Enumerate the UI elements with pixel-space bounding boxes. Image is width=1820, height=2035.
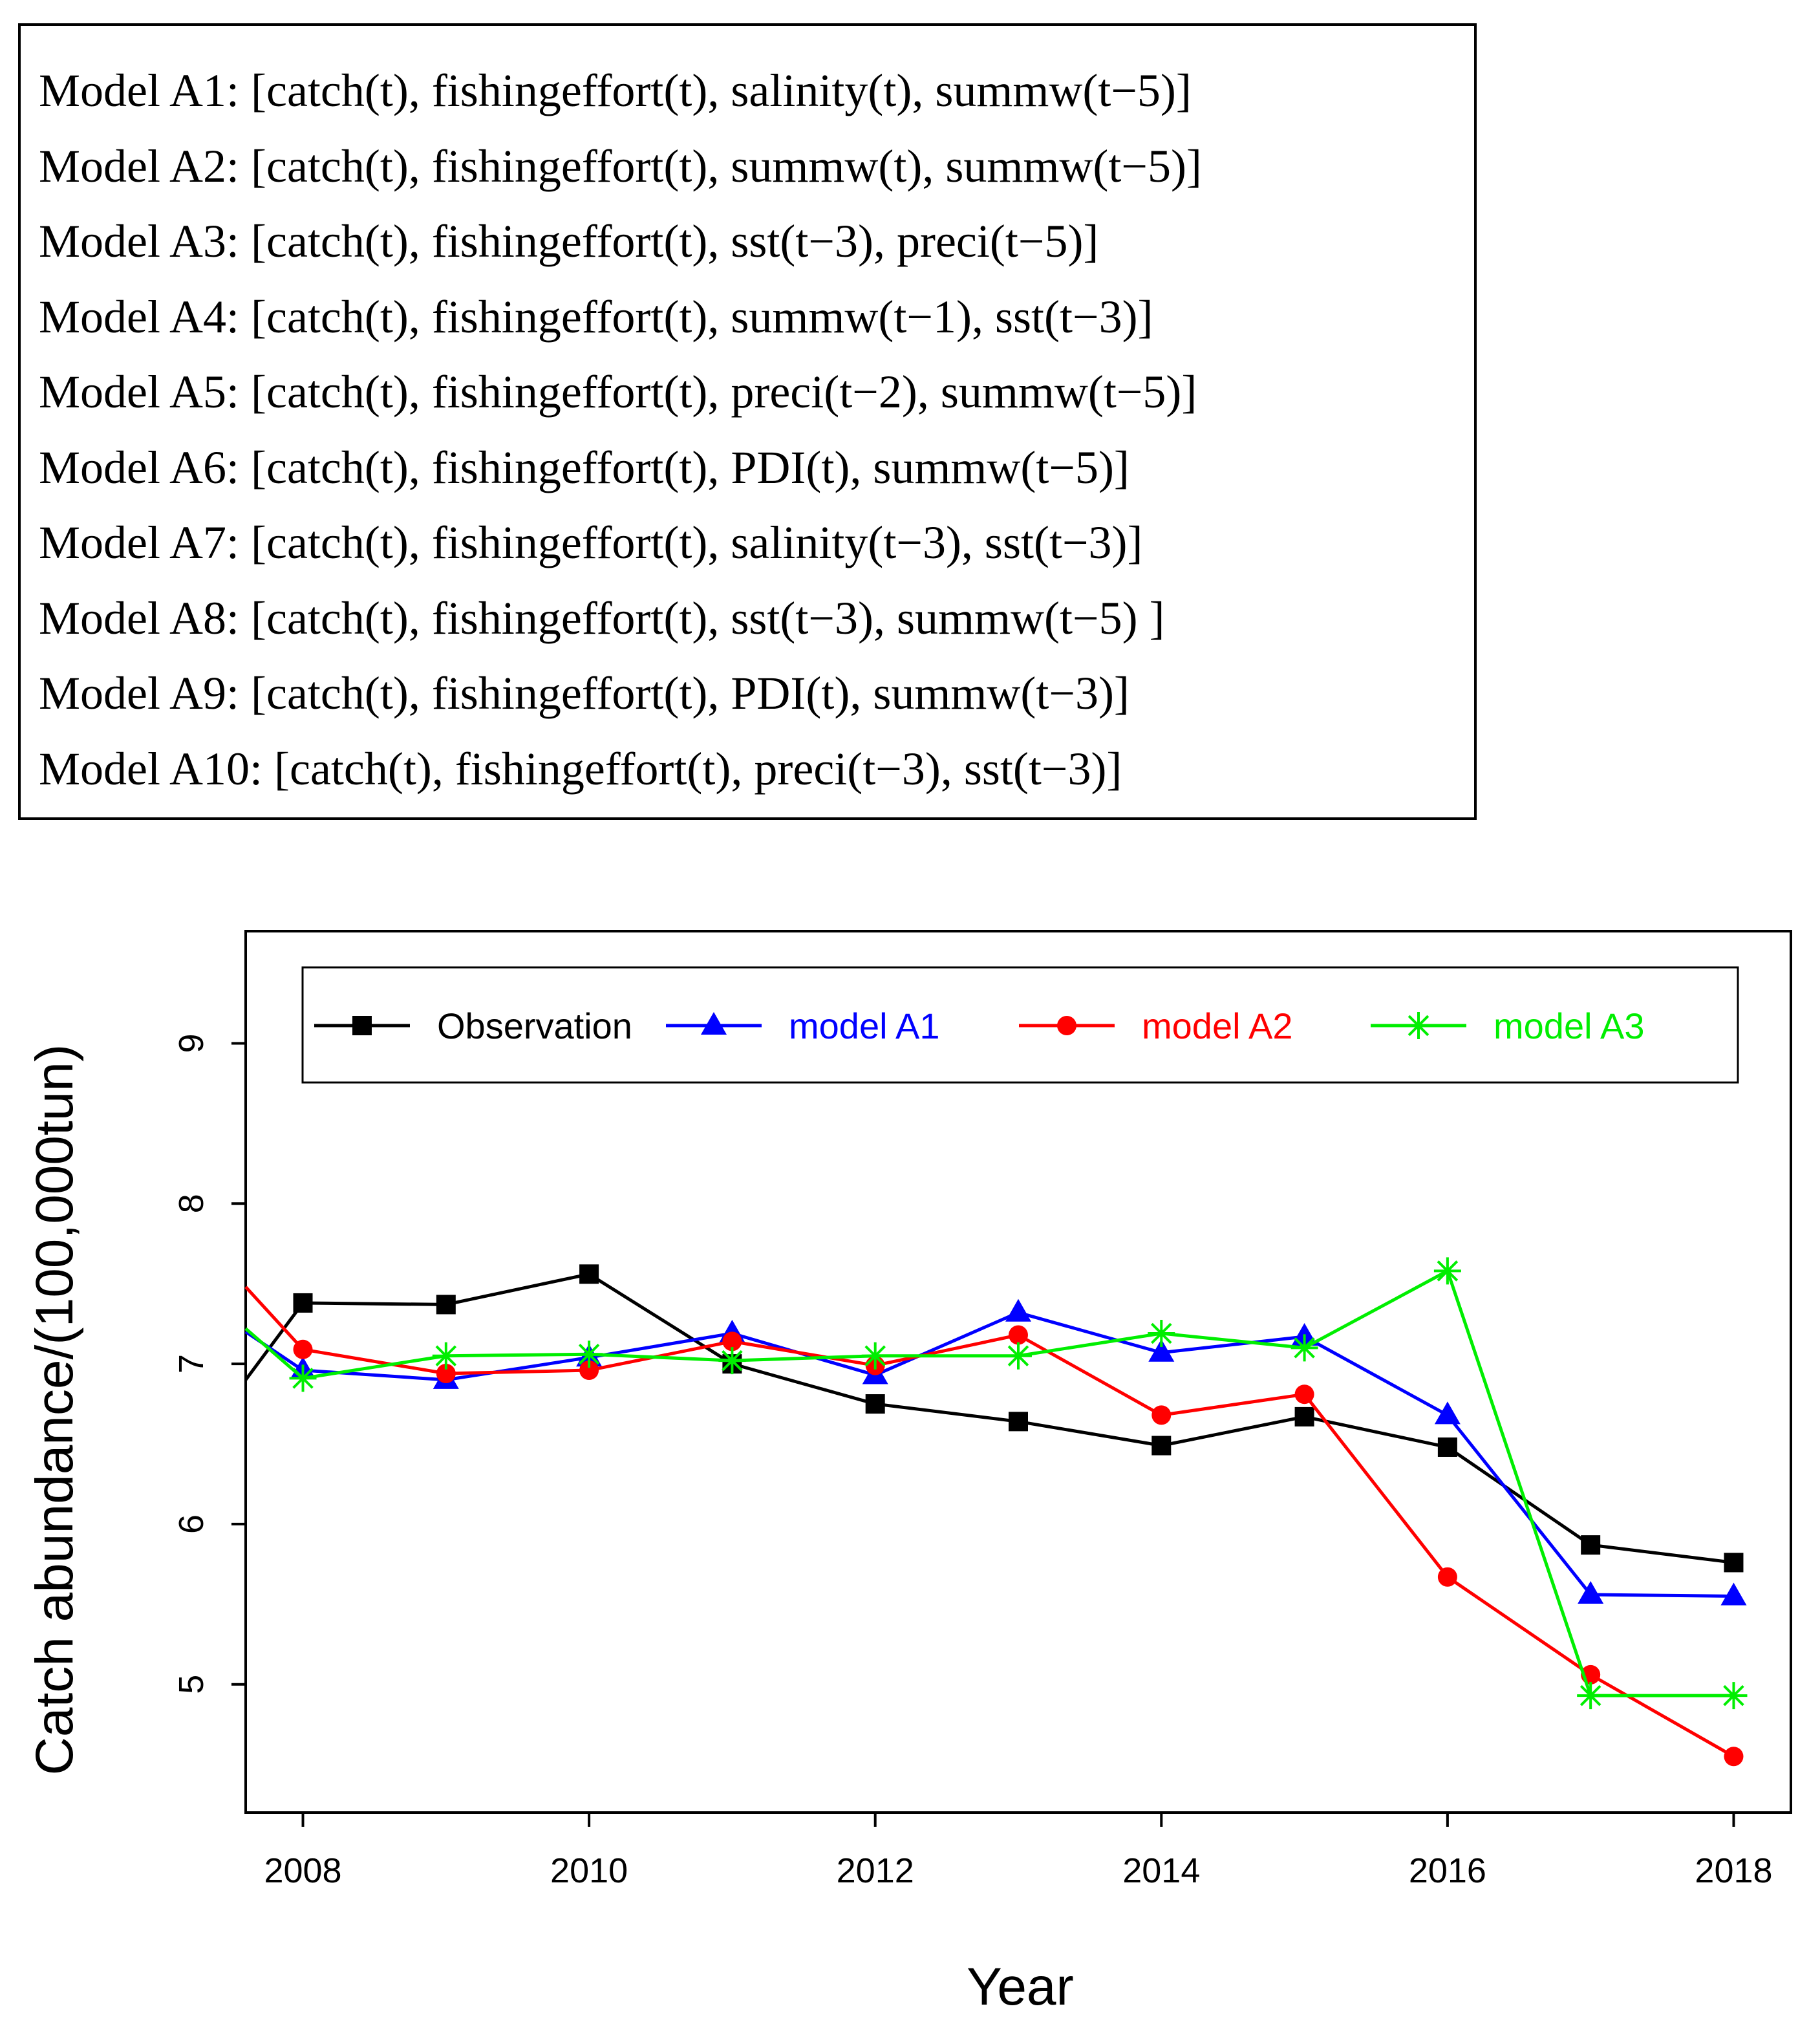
series-line xyxy=(244,1311,1734,1598)
data-point xyxy=(718,1347,746,1375)
legend-label: model A2 xyxy=(1142,1006,1293,1046)
model-definition-item: Model A8: [catch(t), fishingeffort(t), s… xyxy=(39,592,1165,644)
data-point xyxy=(1720,1582,1747,1606)
data-point xyxy=(289,1364,317,1392)
data-point xyxy=(1005,1342,1032,1370)
model-definition-item: Model A4: [catch(t), fishingeffort(t), s… xyxy=(39,290,1153,343)
y-axis-label: Catch abundance/(100,000tun) xyxy=(25,1044,84,1776)
data-point xyxy=(1009,1412,1028,1432)
data-point xyxy=(1148,1320,1175,1348)
legend-entry: model A1 xyxy=(666,1006,940,1046)
model-definition-item: Model A10: [catch(t), fishingeffort(t), … xyxy=(39,742,1122,795)
legend-label: model A1 xyxy=(789,1006,940,1046)
line-chart: Catch abundance/(100,000tun) Year 2008 20… xyxy=(25,930,1792,2016)
series-layer xyxy=(244,1257,1748,1767)
legend-marker xyxy=(352,1016,372,1035)
data-point xyxy=(1290,1334,1318,1362)
axes: 2008 2010 2012 2014 2016 2018 5 6 7 8 9 xyxy=(172,1033,1773,1890)
data-point xyxy=(1437,1437,1457,1457)
data-point xyxy=(293,1293,313,1313)
data-point xyxy=(575,1341,603,1368)
y-tick-label: 6 xyxy=(172,1514,211,1534)
data-point xyxy=(1437,1567,1457,1587)
model-definition-item: Model A5: [catch(t), fishingeffort(t), p… xyxy=(39,366,1197,418)
model-definition-item: Model A3: [catch(t), fishingeffort(t), s… xyxy=(39,215,1099,267)
plot-area-frame xyxy=(244,930,1792,1814)
y-tick-label: 9 xyxy=(172,1033,211,1053)
data-point xyxy=(1720,1682,1748,1710)
data-point xyxy=(436,1295,456,1315)
data-point xyxy=(293,1339,313,1359)
y-tick-label: 5 xyxy=(172,1675,211,1694)
legend-entry: model A2 xyxy=(1019,1006,1293,1046)
model-definitions-list: Model A1: [catch(t), fishingeffort(t), s… xyxy=(21,26,1474,817)
series-line xyxy=(244,1272,1734,1564)
data-point xyxy=(579,1264,599,1284)
x-tick-label: 2014 xyxy=(1122,1851,1200,1890)
series-line xyxy=(244,1269,1734,1697)
series-model-a2 xyxy=(244,1286,1744,1767)
data-point xyxy=(1009,1325,1028,1345)
x-tick-label: 2016 xyxy=(1409,1851,1486,1890)
model-definitions-box: Model A1: [catch(t), fishingeffort(t), s… xyxy=(18,23,1477,820)
series-model-a3 xyxy=(244,1257,1748,1710)
legend-marker xyxy=(701,1012,727,1035)
data-point xyxy=(1724,1553,1744,1573)
data-point xyxy=(1434,1401,1461,1425)
data-point xyxy=(1577,1682,1605,1710)
model-definition-item: Model A9: [catch(t), fishingeffort(t), P… xyxy=(39,667,1129,719)
data-point xyxy=(1294,1384,1314,1405)
data-point xyxy=(722,1331,742,1351)
legend: Observation model A1 model A2 model A3 xyxy=(301,966,1739,1084)
x-tick-label: 2008 xyxy=(264,1851,341,1890)
series-observation xyxy=(244,1264,1744,1573)
data-point xyxy=(1294,1406,1314,1427)
data-point xyxy=(1151,1436,1172,1456)
y-tick-label: 8 xyxy=(172,1194,211,1213)
data-point xyxy=(1724,1747,1744,1767)
x-tick-label: 2010 xyxy=(550,1851,628,1890)
legend-label: model A3 xyxy=(1493,1006,1645,1046)
data-point xyxy=(436,1363,456,1383)
legend-marker xyxy=(1057,1016,1076,1035)
series-line xyxy=(244,1286,1735,1758)
data-point xyxy=(1581,1535,1601,1555)
data-point xyxy=(1148,1339,1175,1362)
legend-marker xyxy=(1405,1012,1432,1039)
data-point xyxy=(1433,1257,1461,1285)
model-definition-item: Model A2: [catch(t), fishingeffort(t), s… xyxy=(39,140,1202,192)
legend-entry: model A3 xyxy=(1371,1006,1645,1046)
data-point xyxy=(432,1342,460,1370)
x-tick-label: 2018 xyxy=(1695,1851,1772,1890)
series-model-a1 xyxy=(244,1298,1747,1606)
data-point xyxy=(1578,1580,1604,1604)
legend-label: Observation xyxy=(437,1006,632,1046)
data-point xyxy=(1151,1405,1172,1425)
data-point xyxy=(579,1361,599,1381)
y-tick-label: 7 xyxy=(172,1354,211,1373)
x-tick-label: 2012 xyxy=(837,1851,914,1890)
data-point xyxy=(1005,1298,1031,1322)
model-definition-item: Model A7: [catch(t), fishingeffort(t), s… xyxy=(39,517,1143,568)
data-point xyxy=(861,1342,889,1370)
legend-entry: Observation xyxy=(314,1006,632,1046)
data-point xyxy=(865,1394,885,1414)
model-definition-item: Model A6: [catch(t), fishingeffort(t), P… xyxy=(39,441,1129,493)
model-definition-item: Model A1: [catch(t), fishingeffort(t), s… xyxy=(39,65,1192,116)
x-axis-label: Year xyxy=(967,1957,1074,2016)
